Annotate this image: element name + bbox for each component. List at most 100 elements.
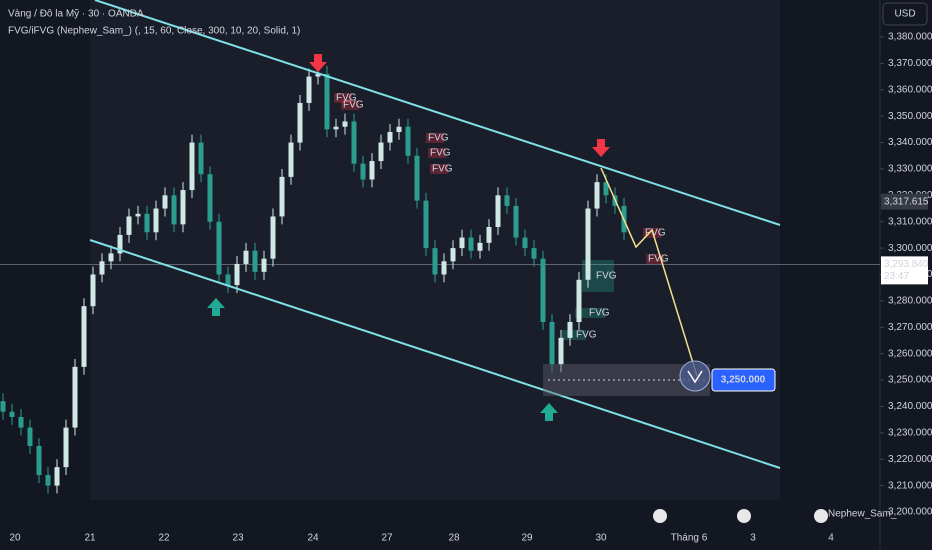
candle-body [549,322,555,365]
fvg-label: FVG [343,100,364,111]
fvg-label: FVG [648,254,669,265]
candle-body [342,121,348,127]
candle-body [270,216,276,259]
fvg-box [341,100,359,110]
candle-body [144,213,150,233]
channel-lower [89,239,781,469]
candle-body [189,142,195,191]
down-arrow [309,54,327,72]
fvg-box [646,254,664,264]
event-icon[interactable] [653,509,667,523]
candle-body [369,161,375,180]
x-tick-label: Tháng 6 [671,533,708,544]
down-arrow [592,139,610,157]
fvg-box [643,228,661,238]
candle-body [576,279,582,322]
candle-body [117,234,123,254]
fvg-label: FVG [589,308,610,319]
candle-body [477,242,483,251]
x-tick-label: 21 [84,533,96,544]
candle-body [63,427,69,468]
candle-body [27,427,33,447]
candle-body [360,163,366,180]
x-tick-label: 3 [750,533,756,544]
candle-body [9,411,15,417]
y-tick-label: 3,220.000 [888,454,932,465]
event-label: Nephew_Sam_ [828,509,897,520]
up-arrow [207,298,225,316]
candle-body [0,401,6,412]
candle-body [126,216,132,235]
y-tick-label: 3,260.000 [888,348,932,359]
currency-button[interactable] [882,2,928,26]
x-tick-label: 20 [9,533,21,544]
candle-body [216,221,222,275]
indicator-label: FVG/iFVG (Nephew_Sam_) (, 15, 60, Close,… [8,26,300,37]
candle-body [603,182,609,196]
countdown: 23:47 [884,271,909,282]
fvg-label: FVG [576,330,597,341]
y-tick-label: 3,230.000 [888,427,932,438]
y-tick-label: 3,380.000 [888,32,932,43]
candle-body [108,253,114,262]
candle-body [261,258,267,272]
candle-body [234,263,240,286]
candle-body [45,475,51,486]
x-tick-label: 4 [828,533,834,544]
candle-body [387,132,393,143]
candle-body [153,208,159,233]
candle-body [225,274,231,286]
candle-body [81,306,87,367]
fvg-label: FVG [432,164,453,175]
y-tick-label: 3,280.000 [888,296,932,307]
x-tick-label: 23 [232,533,244,544]
candle-body [585,208,591,280]
candle-body [441,261,447,275]
fvg-box [334,93,352,103]
candle-body [171,195,177,225]
candle-body [324,73,330,130]
x-tick-label: 27 [381,533,393,544]
candle-body [54,467,60,486]
candle-body [486,227,492,243]
candle-body [306,76,312,103]
fvg-label: FVG [645,228,666,239]
candle-body [288,142,294,177]
target-tag [711,368,776,392]
x-tick-label: 24 [307,533,319,544]
candle-body [279,176,285,217]
candle-body [315,73,321,77]
fvg-label: FVG [336,93,357,104]
fvg-box [426,133,444,143]
fvg-label: FVG [430,148,451,159]
candle-body [180,190,186,225]
fvg-box [430,164,448,174]
candle-body [396,126,402,132]
price-tag [881,256,928,285]
candle-body [567,322,573,338]
candle-body [198,142,204,175]
candle-body [558,337,564,365]
candle-body [207,174,213,222]
chart-title: Vàng / Đô la Mỹ · 30 · OANDA [8,9,144,20]
candle-body [504,195,510,206]
currency-label[interactable]: USD [894,9,915,20]
channel-upper [94,0,781,226]
candle-body [351,121,357,164]
y-tick-label: 3,330.000 [888,164,932,175]
candle-body [414,155,420,201]
candle-body [405,126,411,156]
x-tick-label: 30 [595,533,607,544]
candle-body [522,237,528,249]
target-label: 3,250.000 [721,375,766,386]
candle-body [18,417,24,428]
candle-body [450,248,456,262]
candle-body [252,250,258,272]
event-icon[interactable] [814,509,828,523]
candle-body [468,237,474,251]
x-tick-label: 22 [158,533,170,544]
fvg-box [428,148,446,158]
price-tag-label: 3,293.840 [884,259,929,270]
event-icon[interactable] [737,509,751,523]
y-tick-label: 3,300.000 [888,243,932,254]
